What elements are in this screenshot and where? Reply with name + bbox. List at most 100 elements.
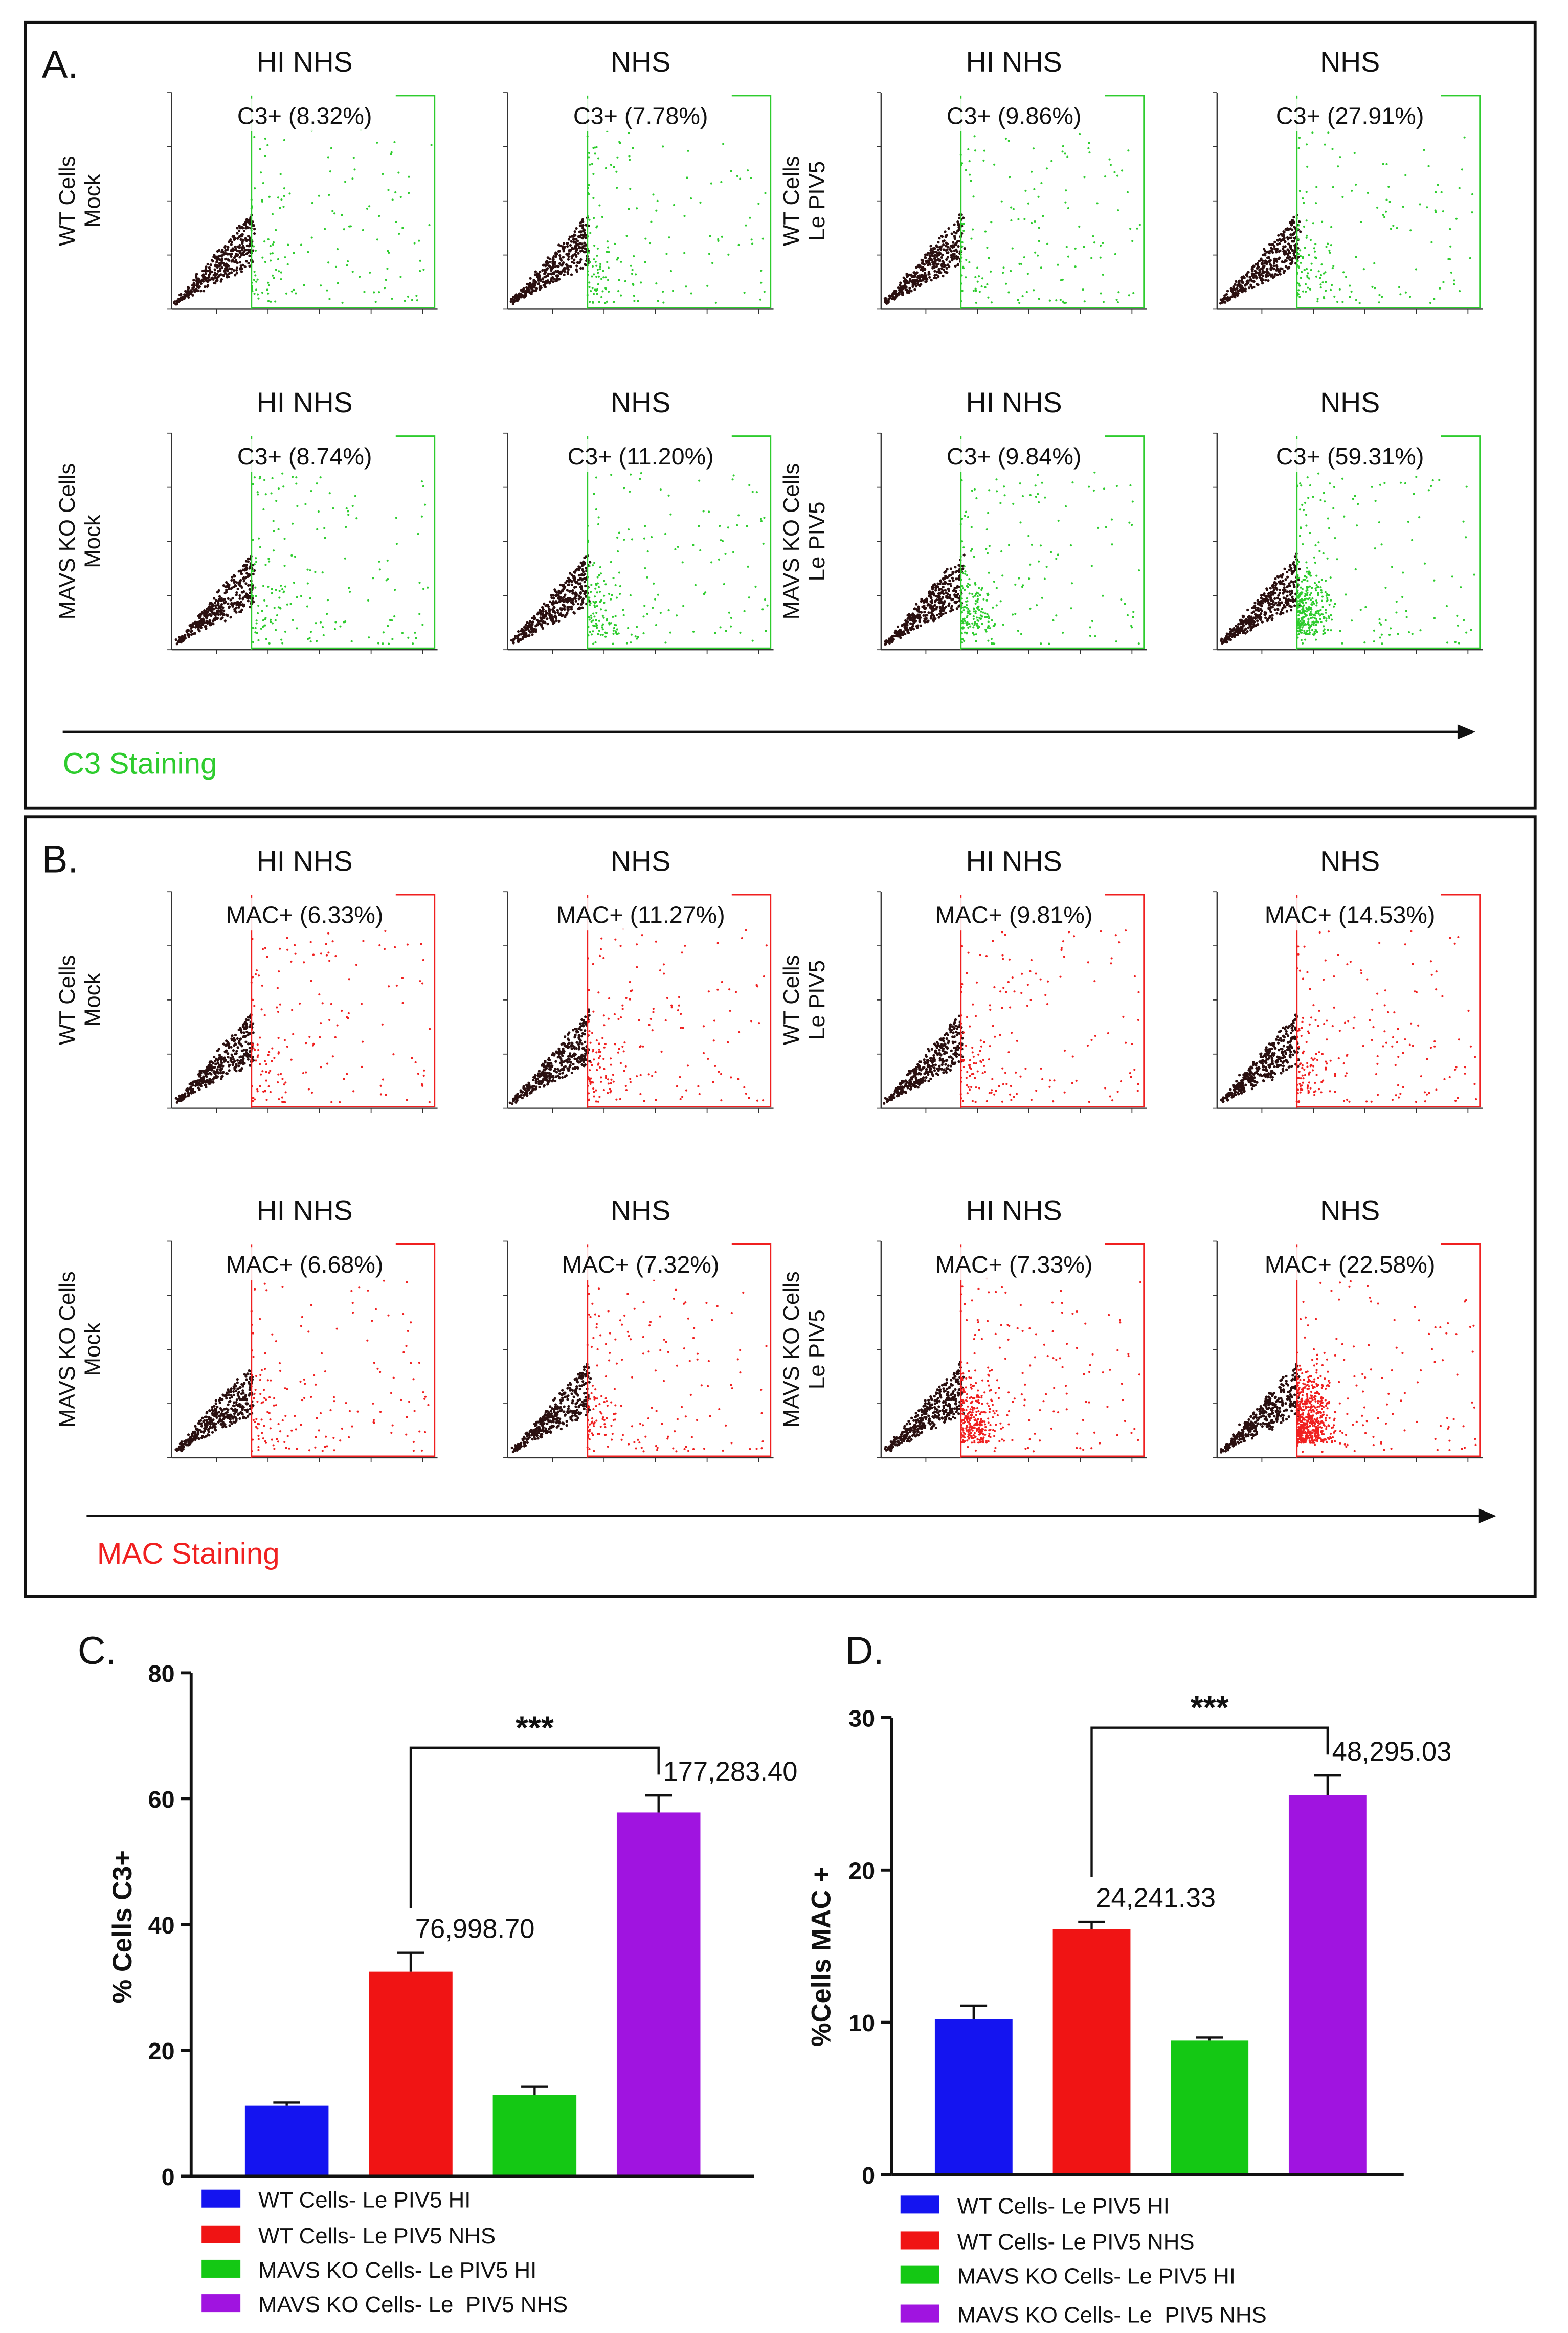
stain-dot [1323,552,1325,554]
stain-dot [349,591,351,593]
stain-dot [1320,591,1323,593]
stain-dot [1067,256,1069,258]
stain-dot [267,282,269,284]
stain-dot [404,300,406,302]
stain-dot [331,210,333,212]
stain-dot [1333,296,1335,298]
stain-dot [739,632,741,634]
stain-dot [607,279,609,281]
stain-dot [1426,206,1428,208]
cell-dot [230,616,232,618]
stain-dot [599,566,601,568]
stain-dot [335,266,337,268]
stain-dot [1469,257,1471,259]
stain-dot [280,198,282,201]
stain-dot [347,260,349,262]
stain-dot [590,615,592,617]
cell-dot [226,614,229,617]
stain-dot [1087,147,1089,149]
cell-dot [543,276,546,278]
row-label: Mock [80,174,105,228]
stain-dot [711,262,713,264]
stain-dot [424,504,426,506]
stain-dot [1089,635,1091,637]
stain-dot [655,624,657,626]
stain-dot [620,295,622,297]
plot-title: HI NHS [966,46,1062,78]
stain-dot [1026,291,1028,293]
cell-dot [918,265,921,268]
stain-dot [1012,248,1014,250]
stain-dot [975,603,977,605]
stain-dot [1299,599,1301,601]
cell-dot [1277,239,1280,241]
cell-dot [562,256,565,258]
cell-dot [240,271,243,273]
cell-dot [952,598,954,601]
cell-dot [948,260,951,263]
stain-dot [292,523,294,525]
stain-dot [964,515,966,517]
stain-dot [1336,558,1338,560]
stain-dot [662,291,664,293]
stain-dot [595,290,597,292]
stain-dot [973,195,975,197]
cell-dot [1282,245,1285,248]
stain-dot [314,571,316,573]
cell-dot [223,270,226,273]
cell-dot [908,613,910,616]
cell-dot [196,284,199,286]
stain-dot [727,254,729,256]
stain-dot [600,278,602,280]
cell-dot [914,619,917,622]
stain-dot [1339,630,1341,632]
cell-dot [1226,290,1229,292]
row-label: Le PIV5 [804,502,830,582]
cell-dot [899,629,901,632]
stain-dot [967,610,969,612]
cell-dot [252,573,255,575]
cell-dot [575,264,578,267]
stain-dot [1305,514,1307,516]
stain-dot [640,472,642,474]
cell-dot [1268,604,1271,606]
stain-dot [1419,629,1421,631]
stain-dot [1311,629,1313,631]
stain-dot [1323,492,1325,494]
cell-dot [544,271,547,274]
cell-dot [577,603,579,605]
stain-dot [594,641,596,643]
cell-dot [1249,625,1251,627]
cell-dot [214,602,216,604]
stain-dot [670,270,672,272]
cell-dot [240,601,242,603]
stain-dot [1031,171,1033,173]
stain-dot [1304,269,1306,271]
cell-dot [244,249,247,251]
stain-dot [988,489,990,491]
stain-dot [730,617,732,619]
cell-dot [952,241,954,244]
stain-dot [281,642,283,645]
stain-dot [1316,620,1318,622]
stain-dot [1301,504,1303,506]
cell-dot [927,604,929,607]
cell-dot [584,577,587,580]
cell-dot [1293,604,1296,607]
stain-dot [255,627,257,629]
stain-dot [1055,614,1057,616]
stain-dot [972,596,974,598]
stain-dot [1400,482,1402,484]
cell-dot [964,247,966,250]
stain-dot [632,147,634,149]
stain-dot [1013,208,1015,210]
cell-dot [584,231,586,234]
cell-dot [925,601,928,603]
stain-dot [1319,277,1321,279]
cell-dot [932,584,934,587]
cell-dot [575,600,577,603]
cell-dot [176,301,179,303]
stain-dot [387,560,389,562]
stain-dot [1124,603,1126,605]
cell-dot [231,586,233,589]
